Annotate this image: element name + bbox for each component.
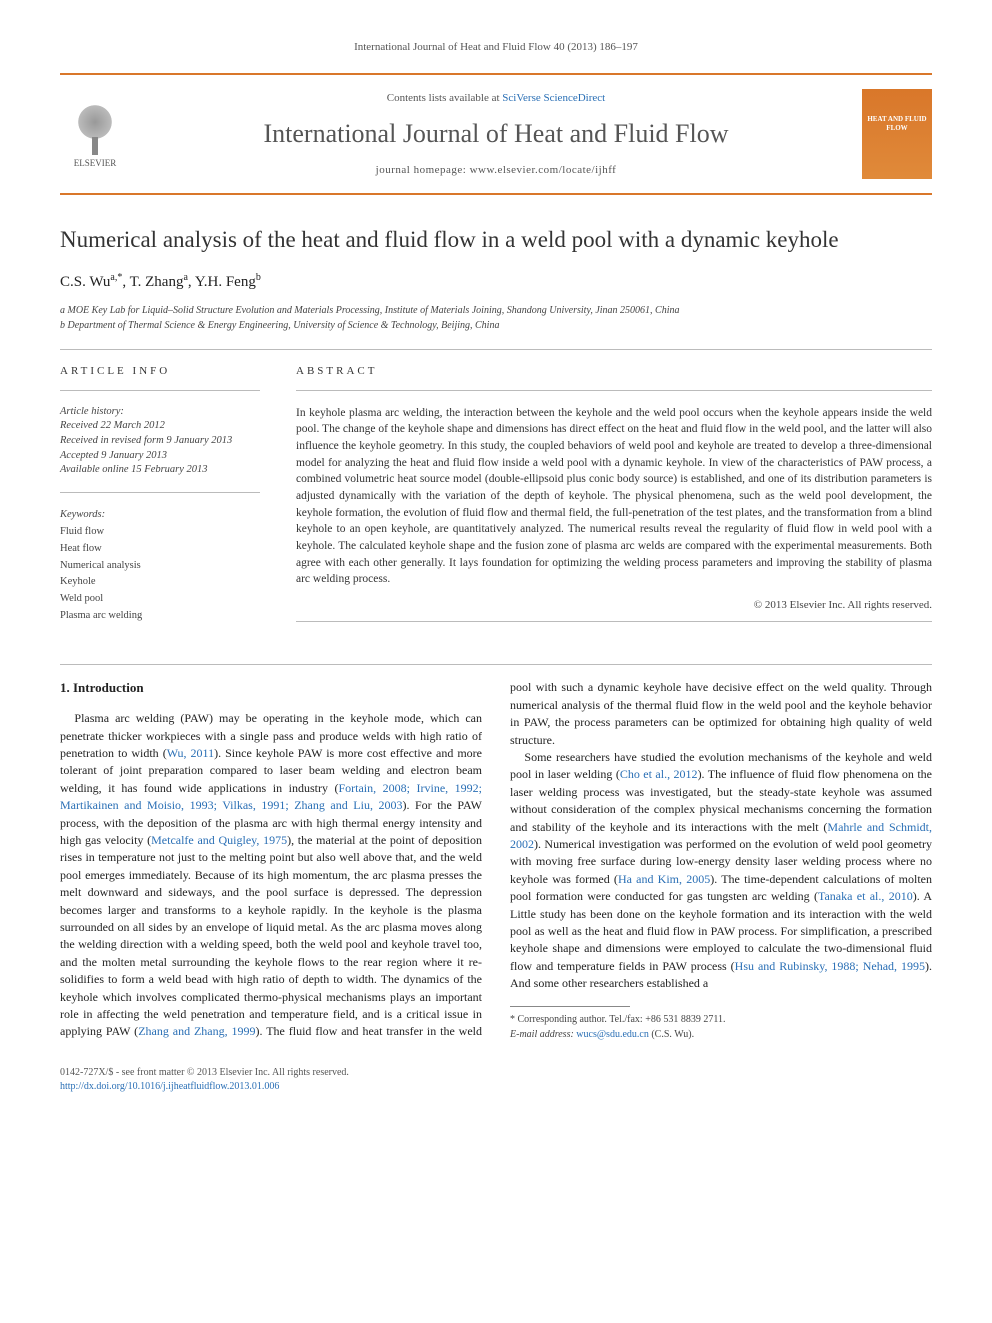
history-line: Received 22 March 2012 bbox=[60, 419, 260, 434]
email-label: E-mail address: bbox=[510, 1029, 574, 1040]
affiliation-b: b Department of Thermal Science & Energy… bbox=[60, 318, 932, 333]
corr-author-line: * Corresponding author. Tel./fax: +86 53… bbox=[510, 1013, 932, 1028]
divider bbox=[296, 390, 932, 391]
article-title: Numerical analysis of the heat and fluid… bbox=[60, 225, 932, 255]
keyword: Numerical analysis bbox=[60, 558, 260, 575]
section-number: 1. bbox=[60, 680, 70, 695]
homepage-url[interactable]: www.elsevier.com/locate/ijhff bbox=[470, 164, 617, 176]
citation-link[interactable]: Ha and Kim, 2005 bbox=[618, 872, 710, 886]
article-history: Article history: Received 22 March 2012 … bbox=[60, 405, 260, 478]
affiliation-a: a MOE Key Lab for Liquid–Solid Structure… bbox=[60, 303, 932, 318]
divider bbox=[60, 492, 260, 493]
footer-left: 0142-727X/$ - see front matter © 2013 El… bbox=[60, 1066, 349, 1094]
page-footer: 0142-727X/$ - see front matter © 2013 El… bbox=[60, 1066, 932, 1094]
email-line: E-mail address: wucs@sdu.edu.cn (C.S. Wu… bbox=[510, 1028, 932, 1043]
abstract-col: ABSTRACT In keyhole plasma arc welding, … bbox=[296, 364, 932, 636]
citation-link[interactable]: Cho et al., 2012 bbox=[620, 767, 698, 781]
homepage-prefix: journal homepage: bbox=[376, 164, 470, 176]
divider bbox=[296, 621, 932, 622]
citation-link[interactable]: Metcalfe and Quigley, 1975 bbox=[151, 833, 287, 847]
author-2: T. Zhanga bbox=[130, 274, 188, 290]
author-1: C.S. Wua,* bbox=[60, 274, 122, 290]
doi-link[interactable]: http://dx.doi.org/10.1016/j.ijheatfluidf… bbox=[60, 1081, 279, 1092]
publisher-name: ELSEVIER bbox=[74, 158, 117, 168]
header-center: Contents lists available at SciVerse Sci… bbox=[148, 91, 844, 178]
history-line: Accepted 9 January 2013 bbox=[60, 449, 260, 464]
divider bbox=[60, 349, 932, 350]
article-info-head: ARTICLE INFO bbox=[60, 364, 260, 379]
affiliations: a MOE Key Lab for Liquid–Solid Structure… bbox=[60, 303, 932, 333]
authors-line: C.S. Wua,*, T. Zhanga, Y.H. Fengb bbox=[60, 271, 932, 293]
body-paragraph-2: Some researchers have studied the evolut… bbox=[510, 749, 932, 992]
issn-line: 0142-727X/$ - see front matter © 2013 El… bbox=[60, 1066, 349, 1080]
history-line: Available online 15 February 2013 bbox=[60, 463, 260, 478]
history-label: Article history: bbox=[60, 405, 260, 420]
divider bbox=[60, 390, 260, 391]
abstract-head: ABSTRACT bbox=[296, 364, 932, 379]
keyword: Keyhole bbox=[60, 574, 260, 591]
keyword: Plasma arc welding bbox=[60, 608, 260, 625]
article-info-col: ARTICLE INFO Article history: Received 2… bbox=[60, 364, 260, 636]
journal-cover-thumb: HEAT AND FLUID FLOW bbox=[862, 89, 932, 179]
citation-link[interactable]: Wu, 2011 bbox=[167, 746, 214, 760]
citation-link[interactable]: Zhang and Zhang, 1999 bbox=[138, 1024, 255, 1038]
divider bbox=[60, 664, 932, 665]
author-3: Y.H. Fengb bbox=[195, 274, 261, 290]
cover-text: HEAT AND FLUID FLOW bbox=[865, 115, 929, 132]
section-title: Introduction bbox=[73, 680, 144, 695]
history-line: Received in revised form 9 January 2013 bbox=[60, 434, 260, 449]
citation-link[interactable]: Hsu and Rubinsky, 1988; Nehad, 1995 bbox=[735, 959, 925, 973]
corresponding-author-footnote: * Corresponding author. Tel./fax: +86 53… bbox=[510, 1013, 932, 1042]
header-citation: International Journal of Heat and Fluid … bbox=[60, 40, 932, 55]
elsevier-logo: ELSEVIER bbox=[60, 100, 130, 170]
keyword: Heat flow bbox=[60, 541, 260, 558]
body-two-columns: 1. Introduction Plasma arc welding (PAW)… bbox=[60, 679, 932, 1042]
author-email[interactable]: wucs@sdu.edu.cn bbox=[576, 1029, 649, 1040]
info-abstract-row: ARTICLE INFO Article history: Received 2… bbox=[60, 364, 932, 636]
citation-link[interactable]: Tanaka et al., 2010 bbox=[818, 889, 913, 903]
keywords-block: Keywords: Fluid flow Heat flow Numerical… bbox=[60, 507, 260, 625]
homepage-line: journal homepage: www.elsevier.com/locat… bbox=[148, 163, 844, 178]
elsevier-tree-icon bbox=[70, 100, 120, 155]
keyword: Weld pool bbox=[60, 591, 260, 608]
keywords-label: Keywords: bbox=[60, 507, 260, 524]
keyword: Fluid flow bbox=[60, 524, 260, 541]
journal-name: International Journal of Heat and Fluid … bbox=[148, 116, 844, 152]
email-who: (C.S. Wu). bbox=[651, 1029, 694, 1040]
sciencedirect-link[interactable]: SciVerse ScienceDirect bbox=[502, 92, 605, 104]
contents-line: Contents lists available at SciVerse Sci… bbox=[148, 91, 844, 106]
copyright-line: © 2013 Elsevier Inc. All rights reserved… bbox=[296, 598, 932, 613]
footnote-separator bbox=[510, 1006, 630, 1007]
abstract-text: In keyhole plasma arc welding, the inter… bbox=[296, 405, 932, 588]
journal-header-box: ELSEVIER Contents lists available at Sci… bbox=[60, 73, 932, 195]
contents-prefix: Contents lists available at bbox=[387, 92, 502, 104]
section-heading: 1. Introduction bbox=[60, 679, 482, 698]
